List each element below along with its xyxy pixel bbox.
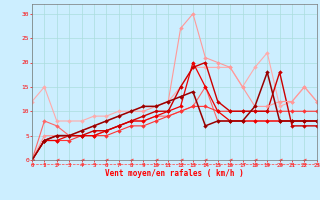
X-axis label: Vent moyen/en rafales ( km/h ): Vent moyen/en rafales ( km/h ) (105, 169, 244, 178)
